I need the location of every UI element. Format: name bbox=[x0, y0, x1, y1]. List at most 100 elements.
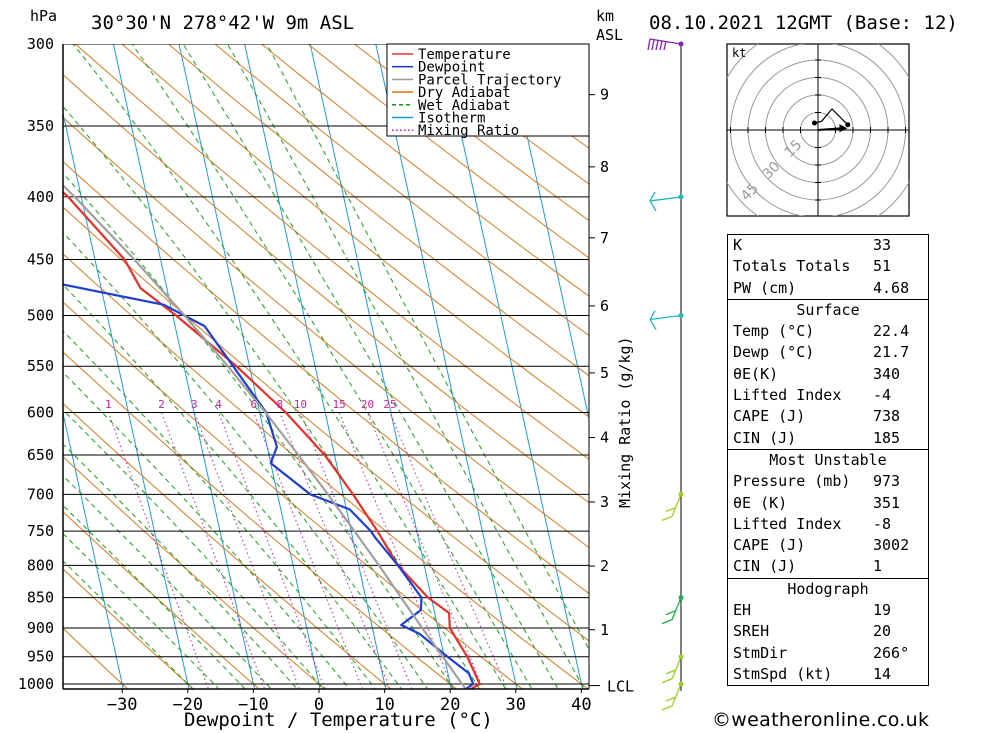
wind-barb bbox=[647, 38, 682, 51]
most-unstable-row: θE (K) 351 bbox=[728, 493, 928, 514]
surface-row: Lifted Index -4 bbox=[728, 385, 928, 406]
mixing-ratio-value-label: 8 bbox=[276, 398, 283, 411]
hodograph-row: SREH 20 bbox=[728, 621, 928, 642]
mixing-ratio-value-label: 25 bbox=[383, 398, 396, 411]
wind-barb-shaft bbox=[649, 196, 682, 202]
isotherm-line bbox=[63, 111, 190, 689]
hodograph-title: Hodograph bbox=[787, 579, 869, 598]
row-value: 4.68 bbox=[873, 278, 910, 297]
pressure-tick-label: 500 bbox=[27, 307, 54, 325]
row-label: CAPE (J) bbox=[733, 407, 806, 426]
pressure-tick-label: 600 bbox=[27, 403, 54, 421]
row-value: 20 bbox=[873, 622, 892, 641]
temperature-axis: −30 −20 −10 0 10 20 30 40 bbox=[107, 689, 592, 715]
temperature-tick-label: 40 bbox=[571, 695, 591, 715]
row-value: 14 bbox=[873, 664, 892, 683]
row-value: -4 bbox=[873, 386, 892, 405]
row-label: Dewp (°C) bbox=[733, 343, 815, 362]
wind-barb-flag bbox=[665, 669, 677, 675]
location-title: 30°30'N 278°42'W 9m ASL bbox=[91, 12, 354, 34]
pressure-tick-label: 400 bbox=[27, 188, 54, 206]
isotherm-line bbox=[178, 44, 321, 689]
pressure-tick-label: 550 bbox=[27, 357, 54, 375]
wind-barb-shaft bbox=[661, 656, 682, 684]
mixing-ratio-value-label: 6 bbox=[251, 398, 258, 411]
wind-barb-flag bbox=[651, 39, 655, 51]
wet-adiabat-line bbox=[226, 44, 585, 689]
index-row-k: K 33 bbox=[728, 235, 928, 256]
wind-barb-flag bbox=[663, 41, 667, 51]
pressure-tick-label: 350 bbox=[27, 117, 54, 135]
dry-adiabat-line bbox=[63, 455, 326, 689]
surface-row: θE(K) 340 bbox=[728, 364, 928, 385]
legend-entry-label: Isotherm bbox=[418, 111, 485, 127]
isotherm-line bbox=[244, 44, 387, 689]
wet-adiabat-line bbox=[72, 44, 507, 689]
temperature-tick-label: 20 bbox=[440, 695, 460, 715]
height-tick-label: 8 bbox=[600, 158, 609, 176]
row-label: SREH bbox=[733, 622, 770, 641]
pressure-tick-label: 300 bbox=[27, 35, 54, 53]
hodograph-section: Hodograph EH 19 SREH 20 StmDir 266° StmSpd … bbox=[728, 577, 928, 685]
wind-barb-flag bbox=[649, 310, 656, 320]
surface-row: Dewp (°C) 21.7 bbox=[728, 342, 928, 363]
height-tick-label: 2 bbox=[600, 557, 609, 575]
storm-motion-arrowhead bbox=[839, 124, 848, 133]
wet-adiabat-line bbox=[63, 330, 377, 689]
isotherm-line bbox=[309, 44, 452, 689]
mixing-ratio-line bbox=[193, 412, 300, 689]
wind-barb-flag bbox=[665, 696, 677, 702]
sounding-series bbox=[63, 183, 481, 689]
hodograph-trace bbox=[814, 108, 849, 126]
wind-barb-flag bbox=[665, 610, 677, 616]
credit-link[interactable]: ©weatheronline.co.uk bbox=[712, 709, 930, 731]
index-row-pw: PW (cm) 4.68 bbox=[728, 278, 928, 299]
wind-barb-flag bbox=[649, 191, 656, 202]
hodograph-row: StmDir 266° bbox=[728, 643, 928, 664]
row-label: Totals Totals bbox=[733, 257, 851, 276]
wind-barb bbox=[661, 494, 682, 522]
x-axis-title: Dewpoint / Temperature (°C) bbox=[184, 709, 493, 731]
dry-adiabat-line bbox=[63, 206, 589, 642]
pressure-tick-label: 1000 bbox=[18, 675, 54, 693]
row-label: Temp (°C) bbox=[733, 322, 815, 341]
wind-barb-shaft bbox=[649, 314, 682, 321]
most-unstable-section: Most Unstable Pressure (mb) 973 θE (K) 351… bbox=[728, 448, 928, 578]
dry-adiabat-line bbox=[63, 627, 129, 689]
mixing-ratio-value-label: 1 bbox=[105, 398, 112, 411]
wet-adiabat-line bbox=[63, 560, 194, 689]
row-label: StmDir bbox=[733, 643, 788, 662]
surface-title: Surface bbox=[796, 300, 860, 319]
temperature-tick-label: 30 bbox=[506, 695, 526, 715]
row-value: 22.4 bbox=[873, 322, 910, 341]
hodograph-row: EH 19 bbox=[728, 600, 928, 621]
wet-adiabat-line bbox=[63, 532, 220, 689]
dry-adiabat-line bbox=[63, 161, 589, 595]
dry-adiabat-line bbox=[63, 253, 589, 689]
row-label: CIN (J) bbox=[733, 428, 797, 447]
lcl-label: LCL bbox=[607, 678, 634, 696]
temperature-tick-label: 0 bbox=[314, 695, 324, 715]
row-value: 351 bbox=[873, 493, 901, 512]
legend-entry-label: Mixing Ratio bbox=[418, 123, 519, 139]
row-value: 185 bbox=[873, 428, 901, 447]
wet-adiabat-line bbox=[63, 283, 403, 689]
row-value: -8 bbox=[873, 514, 892, 533]
legend-entry-label: Wet Adiabat bbox=[418, 98, 511, 114]
hodograph-end-dot bbox=[845, 122, 851, 128]
pressure-unit-label: hPa bbox=[30, 7, 57, 25]
row-value: 973 bbox=[873, 472, 901, 491]
legend-entry-label: Dewpoint bbox=[418, 60, 485, 76]
hodograph-start-dot bbox=[812, 120, 817, 126]
row-value: 33 bbox=[873, 236, 892, 254]
wind-barb-flag bbox=[647, 38, 651, 51]
plot-frame bbox=[62, 44, 590, 690]
wet-adiabat-line bbox=[266, 44, 589, 651]
mixing-ratio-value-label: 10 bbox=[294, 398, 307, 411]
wind-barb-flag bbox=[659, 40, 663, 51]
wind-barb-flag bbox=[665, 506, 677, 513]
wind-barb bbox=[649, 310, 682, 330]
